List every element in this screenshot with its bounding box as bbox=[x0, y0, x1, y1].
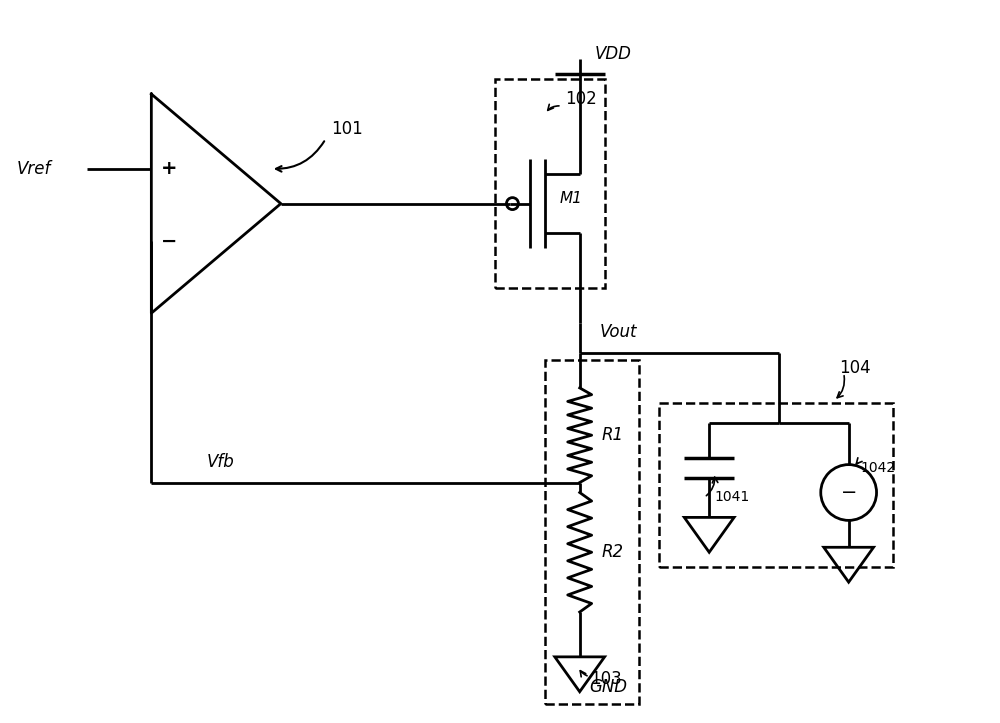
Text: R1: R1 bbox=[602, 427, 624, 444]
Text: 101: 101 bbox=[331, 120, 362, 138]
Text: Vout: Vout bbox=[600, 323, 637, 341]
Text: 102: 102 bbox=[565, 90, 597, 108]
Text: R2: R2 bbox=[602, 543, 624, 561]
Text: VDD: VDD bbox=[595, 45, 632, 63]
Text: GND: GND bbox=[590, 677, 628, 696]
Text: 1041: 1041 bbox=[714, 490, 749, 505]
Text: −: − bbox=[840, 483, 857, 502]
Text: −: − bbox=[161, 232, 177, 251]
Text: Vfb: Vfb bbox=[207, 453, 235, 471]
Text: +: + bbox=[161, 159, 178, 179]
Text: Vref: Vref bbox=[17, 160, 51, 178]
Text: 1042: 1042 bbox=[861, 461, 896, 474]
Text: 104: 104 bbox=[839, 359, 870, 377]
Text: 103: 103 bbox=[590, 669, 621, 688]
Text: M1: M1 bbox=[560, 191, 583, 206]
